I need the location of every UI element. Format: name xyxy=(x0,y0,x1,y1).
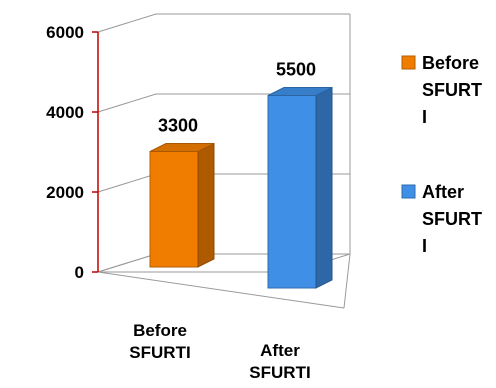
y-tick-label: 2000 xyxy=(46,183,84,202)
legend-swatch xyxy=(401,184,416,199)
bar-layer xyxy=(149,86,333,289)
label-layer: 3300 5500 Before SFURTI After SFURTI xyxy=(129,60,316,383)
side-gridline xyxy=(97,173,157,193)
legend-swatch xyxy=(401,55,416,70)
bar-front xyxy=(149,151,199,268)
bar-side xyxy=(315,86,333,289)
side-gridline xyxy=(97,93,157,113)
legend: Before SFURT I After SFURT I xyxy=(401,53,482,256)
data-label: 5500 xyxy=(276,60,316,80)
legend-label: After SFURT I xyxy=(422,182,482,256)
legend-label: Before SFURT I xyxy=(422,53,482,127)
bar-front xyxy=(267,95,317,289)
y-tick-label: 6000 xyxy=(46,23,84,42)
bar-top xyxy=(267,87,333,96)
x-category-label: Before SFURTI xyxy=(129,321,190,362)
y-tick-label: 0 xyxy=(75,263,84,282)
data-label: 3300 xyxy=(158,116,198,136)
y-tick-label: 4000 xyxy=(46,103,84,122)
side-gridline xyxy=(97,13,157,33)
bar-top xyxy=(149,143,215,152)
axis-layer: 0 2000 4000 6000 xyxy=(46,23,99,282)
floor-right-edge xyxy=(343,253,351,309)
x-category-label: After SFURTI xyxy=(249,341,310,382)
bar-side xyxy=(197,142,215,268)
floor-front-edge xyxy=(97,271,345,309)
